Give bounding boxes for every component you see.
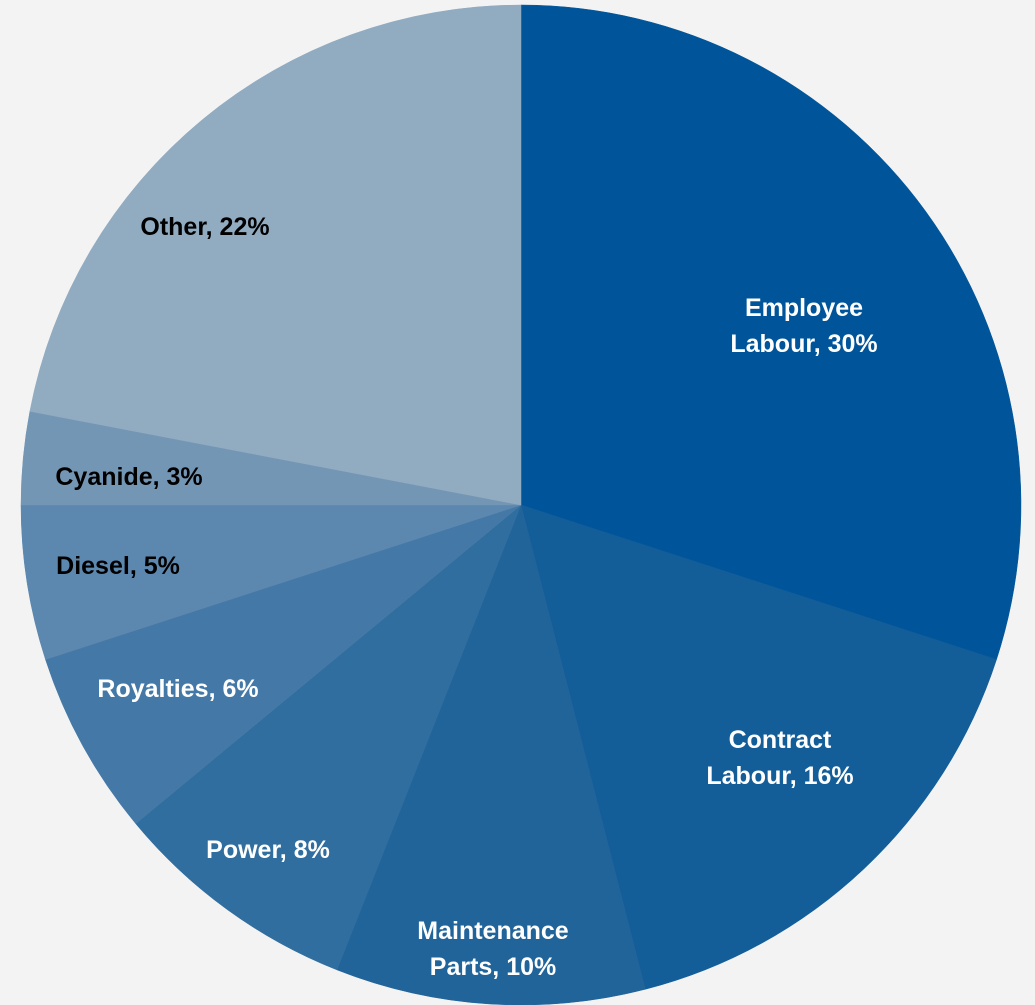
data-label-cyanide: Cyanide, 3% — [55, 463, 202, 491]
data-label-line: Employee — [745, 294, 863, 322]
pie-slice-diesel — [20, 504, 522, 660]
pie-slice-contract-labour — [520, 504, 997, 990]
data-label-employee-labour: Employee Labour, 30% — [730, 294, 877, 358]
pie-slice-other — [29, 4, 522, 506]
pie-slice-employee-labour — [520, 4, 1022, 660]
data-label-line: Power, 8% — [206, 836, 330, 864]
data-label-other: Other, 22% — [140, 213, 269, 241]
data-label-power: Power, 8% — [206, 836, 330, 864]
data-label-line: Labour, 30% — [730, 330, 877, 358]
pie-labels: Employee Labour, 30% Contract Labour, 16% Ma… — [55, 213, 877, 981]
data-label-maintenance-parts: Maintenance Parts, 10% — [417, 917, 569, 981]
pie-slices — [20, 4, 1022, 1005]
pie-slice-royalties — [45, 504, 522, 825]
data-label-line: Parts, 10% — [430, 953, 556, 981]
data-label-line: Other, 22% — [140, 213, 269, 241]
data-label-line: Maintenance — [417, 917, 569, 945]
data-label-line: Royalties, 6% — [97, 675, 258, 703]
data-label-diesel: Diesel, 5% — [56, 552, 180, 580]
data-label-contract-labour: Contract Labour, 16% — [706, 726, 853, 790]
data-label-line: Cyanide, 3% — [55, 463, 202, 491]
data-label-line: Labour, 16% — [706, 762, 853, 790]
data-label-royalties: Royalties, 6% — [97, 675, 258, 703]
pie-slice-maintenance-parts — [336, 504, 646, 1005]
data-label-line: Diesel, 5% — [56, 552, 180, 580]
pie-slice-power — [135, 504, 522, 971]
data-label-line: Contract — [729, 726, 832, 754]
